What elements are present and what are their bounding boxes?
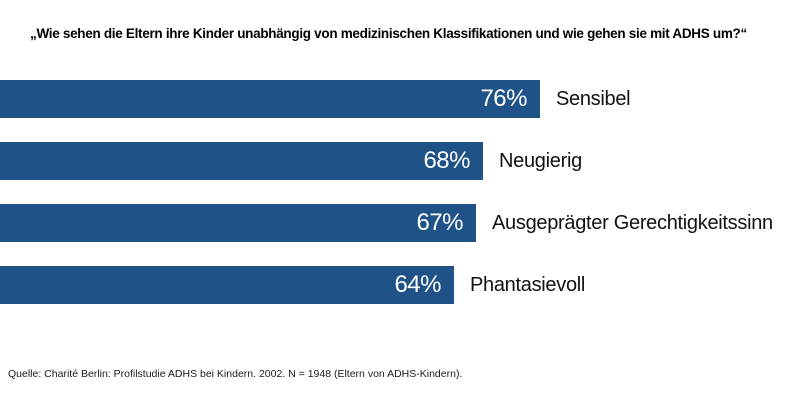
source-note: Quelle: Charité Berlin: Profilstudie ADH… [8, 368, 463, 380]
bar: 76% [0, 80, 540, 118]
bar-category-label: Neugierig [499, 149, 582, 172]
chart-title: „Wie sehen die Eltern ihre Kinder unabhä… [30, 26, 747, 41]
bar-rows: 76% Sensibel 68% Neugierig 67% Ausgepräg… [0, 80, 800, 328]
bar: 64% [0, 266, 454, 304]
bar-row: 68% Neugierig [0, 142, 800, 180]
bar-row: 64% Phantasievoll [0, 266, 800, 304]
bar: 68% [0, 142, 483, 180]
bar-row: 76% Sensibel [0, 80, 800, 118]
bar-value-label: 76% [480, 85, 527, 112]
bar-row: 67% Ausgeprägter Gerechtigkeitssinn [0, 204, 800, 242]
bar-value-label: 64% [394, 271, 441, 298]
bar-value-label: 67% [416, 209, 463, 236]
bar-category-label: Phantasievoll [470, 273, 586, 296]
bar-category-label: Ausgeprägter Gerechtigkeitssinn [492, 211, 773, 234]
bar-category-label: Sensibel [556, 87, 631, 110]
bar: 67% [0, 204, 476, 242]
bar-value-label: 68% [423, 147, 470, 174]
